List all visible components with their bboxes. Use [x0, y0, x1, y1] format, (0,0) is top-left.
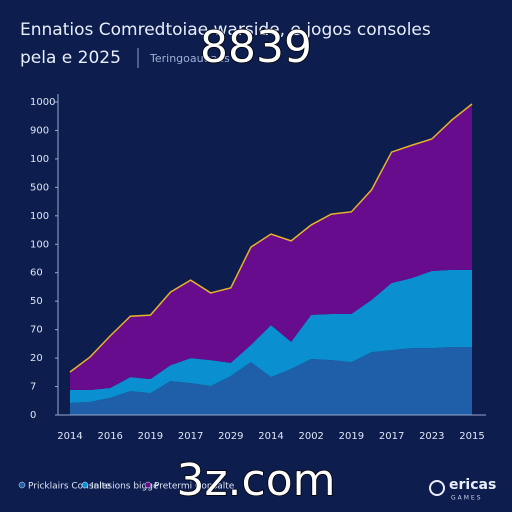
- x-tick-label: 2002: [298, 431, 323, 442]
- y-tick-label: 100: [30, 211, 49, 222]
- x-tick-label: 2017: [178, 431, 203, 442]
- x-tick-label: 2023: [419, 431, 444, 442]
- y-tick-label: 100: [30, 154, 49, 165]
- x-tick-label: 2014: [258, 431, 283, 442]
- y-tick-label: 60: [30, 268, 43, 279]
- logo-icon: [429, 480, 445, 496]
- legend-label: Pretermi Consalte: [154, 482, 235, 492]
- x-tick-label: 2029: [218, 431, 243, 442]
- legend-swatch: [18, 481, 26, 489]
- y-tick-label: 500: [30, 182, 49, 193]
- chart-title: Ennatios Comredtoiae warside, e jogos co…: [20, 20, 431, 40]
- y-tick-label: 50: [30, 296, 43, 307]
- area: [70, 269, 472, 404]
- area-edge: [69, 103, 473, 373]
- legend-label: Inlesions bigge: [91, 482, 159, 492]
- y-tick-label: 900: [30, 125, 49, 136]
- x-tick-label: 2019: [138, 431, 163, 442]
- y-tick-label: 100: [30, 239, 49, 250]
- logo-tagline: GAMES: [451, 495, 483, 502]
- y-tick-label: 70: [30, 325, 43, 336]
- legend-swatch: [81, 481, 89, 489]
- legend-label: Pricklairs Consalte: [28, 482, 111, 492]
- area: [70, 346, 472, 415]
- plot-area: 0 7 20 70 50 60 100 100 500 100 900 1000 2014 2016 201…: [30, 94, 486, 442]
- y-tick-label: 0: [30, 410, 36, 421]
- logo-name: ericas: [449, 477, 496, 493]
- x-tick-label: 2014: [57, 431, 82, 442]
- subtitle-note: Teringoauuaes: [149, 52, 230, 65]
- x-tick-label: 2017: [379, 431, 404, 442]
- y-tick-label: 7: [30, 382, 36, 393]
- overlay-code: 8839: [200, 22, 312, 73]
- x-tick-label: 2015: [459, 431, 484, 442]
- y-tick-label: 1000: [30, 97, 55, 108]
- legend-swatch: [144, 481, 152, 489]
- area: [70, 103, 472, 390]
- x-tick-label: 2019: [339, 431, 364, 442]
- x-tick-label: 2016: [97, 431, 122, 442]
- overlay-site: 3z.com: [176, 455, 335, 506]
- y-tick-label: 20: [30, 353, 43, 364]
- chart-subtitle: pela e 2025: [20, 48, 121, 68]
